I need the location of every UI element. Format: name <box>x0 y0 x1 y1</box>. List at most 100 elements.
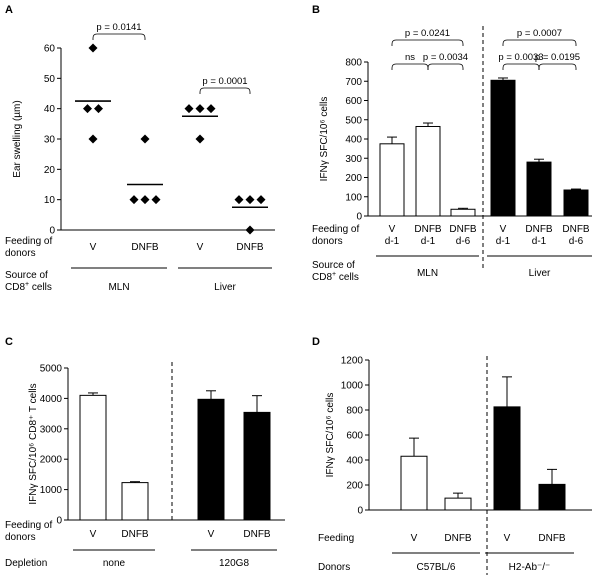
panel-b-pvalue-bracket <box>502 63 540 70</box>
panel-a-point <box>245 225 255 235</box>
panel-b-bar <box>450 208 476 217</box>
panel-b-x-tick-label: V <box>389 224 396 235</box>
panel-c-x-tick-label: V <box>90 529 97 540</box>
panel-c-bar <box>197 398 225 521</box>
panel-a-point <box>184 104 194 114</box>
panel-b-y-tick-label: 400 <box>345 135 362 146</box>
panel-d: D 0 200 400 600 800 1000 1200 IFNγ SFC/10⁶ cells… <box>312 336 592 575</box>
panel-b-pvalue-bracket <box>391 39 464 46</box>
panel-b-pvalue-label: p = 0.0034 <box>423 52 468 63</box>
panel-d-x-tick-label: DNFB <box>444 533 472 544</box>
panel-b-y-tick-label: 100 <box>345 192 362 203</box>
panel-d-y-tick-label: 800 <box>346 406 363 417</box>
panel-c-y-tick-label: 4000 <box>40 394 63 405</box>
panel-d-bar <box>444 497 472 511</box>
panel-a-point <box>129 195 139 205</box>
panel-d-x-tick-label: DNFB <box>538 533 566 544</box>
panel-b-pvalue-label: p = 0.0033 <box>498 52 543 63</box>
panel-c-y-tick-label: 0 <box>56 516 62 527</box>
panel-a-y-tick-label: 50 <box>44 74 56 85</box>
panel-c-row-label: Depletion <box>5 558 47 569</box>
panel-a-group-label: Liver <box>214 282 236 293</box>
panel-b-y-tick-label: 600 <box>345 96 362 107</box>
panel-d-group-label: H2-Ab⁻/⁻ <box>509 562 551 573</box>
panel-a-point <box>83 104 92 114</box>
panel-b-row-label: Feeding of <box>312 224 359 235</box>
panel-d-bar <box>400 455 428 511</box>
panel-b-bar <box>526 161 552 217</box>
panel-b-y-axis-label: IFNγ SFC/10⁶ cells <box>319 97 330 182</box>
panel-d-y-tick-label: 1200 <box>341 356 364 367</box>
panel-a-y-tick-label: 40 <box>44 104 56 115</box>
panel-a-point <box>151 195 161 205</box>
panel-a-point <box>88 134 98 144</box>
panel-b-x-tick-sublabel: d-1 <box>532 236 547 247</box>
panel-c-y-tick-label: 1000 <box>40 485 63 496</box>
panel-a-x-tick-label: DNFB <box>131 242 159 253</box>
panel-d-x-tick-label: V <box>504 533 511 544</box>
panel-c-group-label: 120G8 <box>219 558 249 569</box>
panel-a-point <box>256 195 266 205</box>
panel-b-y-tick-label: 500 <box>345 115 362 126</box>
panel-d-row-label: Donors <box>318 562 350 573</box>
panel-c-row-label: Feeding of <box>5 520 52 531</box>
panel-a-y-tick-label: 20 <box>44 165 56 176</box>
panel-c-bar <box>121 482 149 521</box>
panel-letter: C <box>5 336 13 348</box>
panel-a-point <box>195 134 205 144</box>
panel-b-row-label: Source of <box>312 260 355 271</box>
panel-c-y-tick-label: 5000 <box>40 364 63 375</box>
panel-a-y-tick-label: 30 <box>44 135 56 146</box>
panel-b-pvalue-bracket <box>427 63 464 70</box>
panel-b-x-tick-label: DNFB <box>414 224 442 235</box>
panel-a-point <box>195 104 205 114</box>
panel-c-row-label-2: donors <box>5 532 36 543</box>
panel-c-y-tick-label: 3000 <box>40 424 63 435</box>
panel-c-y-tick-label: 2000 <box>40 455 63 466</box>
panel-c-x-tick-label: DNFB <box>121 529 149 540</box>
panel-d-y-tick-label: 600 <box>346 431 363 442</box>
panel-d-x-tick-label: V <box>411 533 418 544</box>
panel-b-x-tick-sublabel: d-6 <box>569 236 584 247</box>
panel-a-y-tick-label: 0 <box>49 226 55 237</box>
panel-b-y-tick-label: 0 <box>356 212 362 223</box>
panel-b: B 0 100 200 300 400 500 600 700 800 IFNγ SFC/10⁶ c… <box>312 4 592 283</box>
panel-c-x-tick-label: DNFB <box>243 529 271 540</box>
panel-b-group-label: Liver <box>529 268 551 279</box>
panel-d-y-tick-label: 200 <box>346 481 363 492</box>
panel-a-pvalue-bracket <box>92 33 146 40</box>
panel-b-y-tick-label: 800 <box>345 58 362 69</box>
panel-a-y-axis-label: Ear swelling (µm) <box>12 100 23 177</box>
panel-b-row-label-2: CD8+ cells <box>312 271 359 283</box>
panel-a-point <box>88 43 98 53</box>
panel-d-bar <box>493 406 521 511</box>
panel-b-pvalue-bracket <box>538 63 577 70</box>
panel-b-group-label: MLN <box>417 268 438 279</box>
panel-b-y-tick-label: 700 <box>345 77 362 88</box>
panel-a-x-tick-label: DNFB <box>236 242 264 253</box>
panel-d-bar <box>538 483 566 511</box>
panel-letter: D <box>312 336 320 348</box>
panel-a-x-tick-label: V <box>90 242 97 253</box>
panel-c-group-label: none <box>103 558 126 569</box>
panel-b-x-tick-sublabel: d-1 <box>421 236 436 247</box>
panel-b-pvalue-bracket <box>502 39 577 46</box>
panel-b-bar <box>415 125 441 217</box>
panel-a-pvalue-label: p = 0.0141 <box>96 22 141 33</box>
panel-b-pvalue-label: p = 0.0195 <box>535 52 580 63</box>
panel-b-x-tick-label: DNFB <box>525 224 553 235</box>
panel-d-group-label: C57BL/6 <box>417 562 456 573</box>
panel-a: A 0 10 20 30 40 50 60 Ear swelling (µm) p = 0.014… <box>5 4 275 293</box>
panel-b-x-tick-label: DNFB <box>449 224 477 235</box>
panel-a-row-label-2: CD8+ cells <box>5 281 52 293</box>
panel-a-pvalue-label: p = 0.0001 <box>202 76 247 87</box>
panel-b-x-tick-sublabel: d-1 <box>385 236 400 247</box>
panel-b-bar <box>379 143 405 217</box>
panel-letter: A <box>5 4 13 16</box>
panel-c-y-axis-label: IFNγ SFC/10⁶ CD8⁺ T cells <box>28 383 39 504</box>
panel-a-point <box>206 104 216 114</box>
panel-a-point <box>245 195 255 205</box>
panel-a-group-label: MLN <box>108 282 129 293</box>
panel-b-pvalue-bracket <box>391 63 429 70</box>
